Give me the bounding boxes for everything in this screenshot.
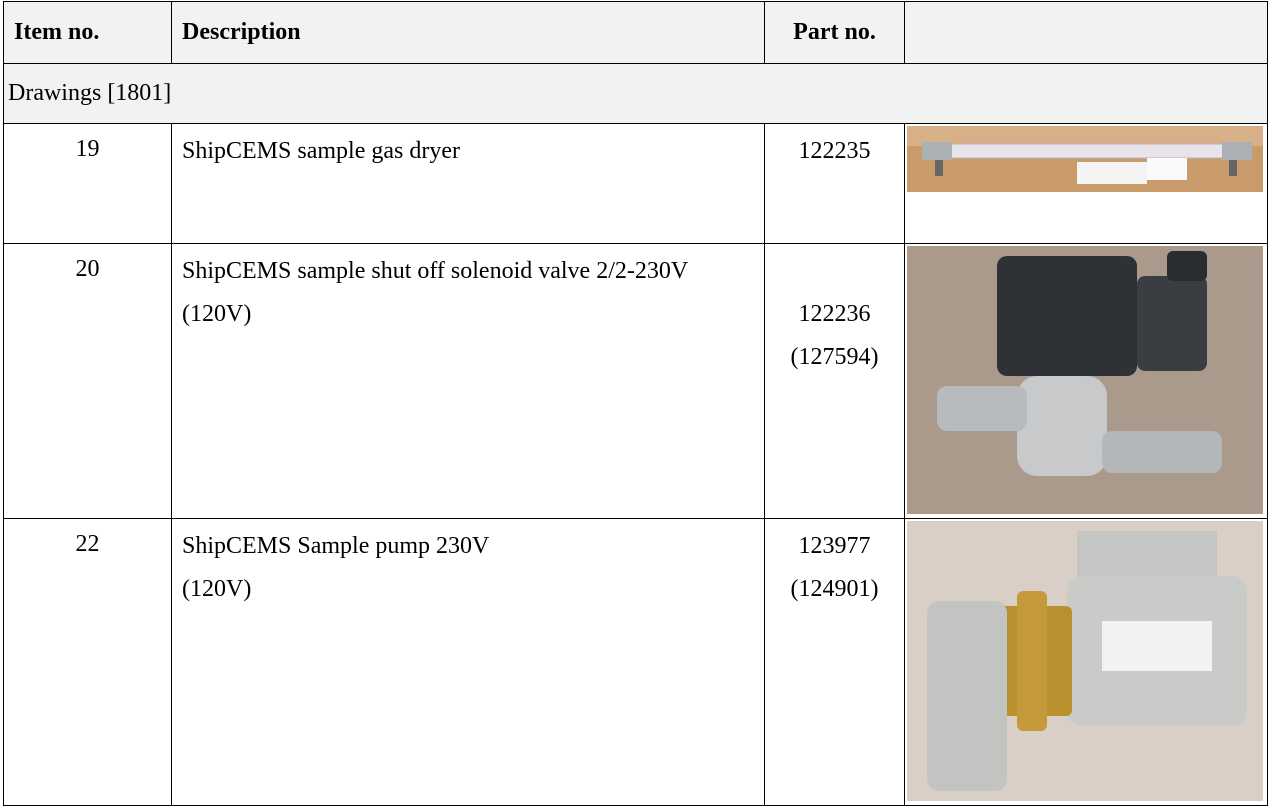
description-line: ShipCEMS sample shut off solenoid valve …: [182, 258, 689, 284]
row: 22 ShipCEMS Sample pump 230V (120V) 12397…: [3, 518, 1268, 806]
description: ShipCEMS sample gas dryer: [171, 123, 765, 244]
part-line: 122236: [798, 301, 871, 327]
dryer-photo: [907, 126, 1263, 192]
section-title: Drawings [1801]: [3, 63, 1268, 124]
header-cell: Item no.: [3, 1, 172, 64]
image-cell: [904, 243, 1268, 519]
description-line: ShipCEMS sample gas dryer: [182, 138, 460, 164]
part-line: (127594): [790, 344, 879, 370]
row: 19 ShipCEMS sample gas dryer 122235: [3, 123, 1268, 244]
part-line: 123977: [798, 533, 871, 559]
image-cell: [904, 518, 1268, 806]
item-no: 20: [3, 243, 172, 519]
part-no: 122236 (127594): [764, 243, 905, 519]
description: ShipCEMS Sample pump 230V (120V): [171, 518, 765, 806]
header-row: Item no. Description Part no.: [3, 1, 1268, 64]
part-line: (124901): [790, 576, 879, 602]
parts-table: Item no. Description Part no. Drawings […: [3, 1, 1268, 806]
description: ShipCEMS sample shut off solenoid valve …: [171, 243, 765, 519]
description-line: (120V): [182, 301, 252, 327]
header-cell: [904, 1, 1268, 64]
description-line: (120V): [182, 576, 252, 602]
description-line: ShipCEMS Sample pump 230V: [182, 533, 490, 559]
part-no: 122235: [764, 123, 905, 244]
row: 20 ShipCEMS sample shut off solenoid val…: [3, 243, 1268, 519]
section-row: Drawings [1801]: [3, 63, 1268, 124]
header-cell: Part no.: [764, 1, 905, 64]
part-no: 123977 (124901): [764, 518, 905, 806]
pump-photo: [907, 521, 1263, 801]
item-no: 22: [3, 518, 172, 806]
header-cell: Description: [171, 1, 765, 64]
item-no: 19: [3, 123, 172, 244]
valve-photo: [907, 246, 1263, 514]
part-line: 122235: [798, 138, 871, 164]
image-cell: [904, 123, 1268, 244]
